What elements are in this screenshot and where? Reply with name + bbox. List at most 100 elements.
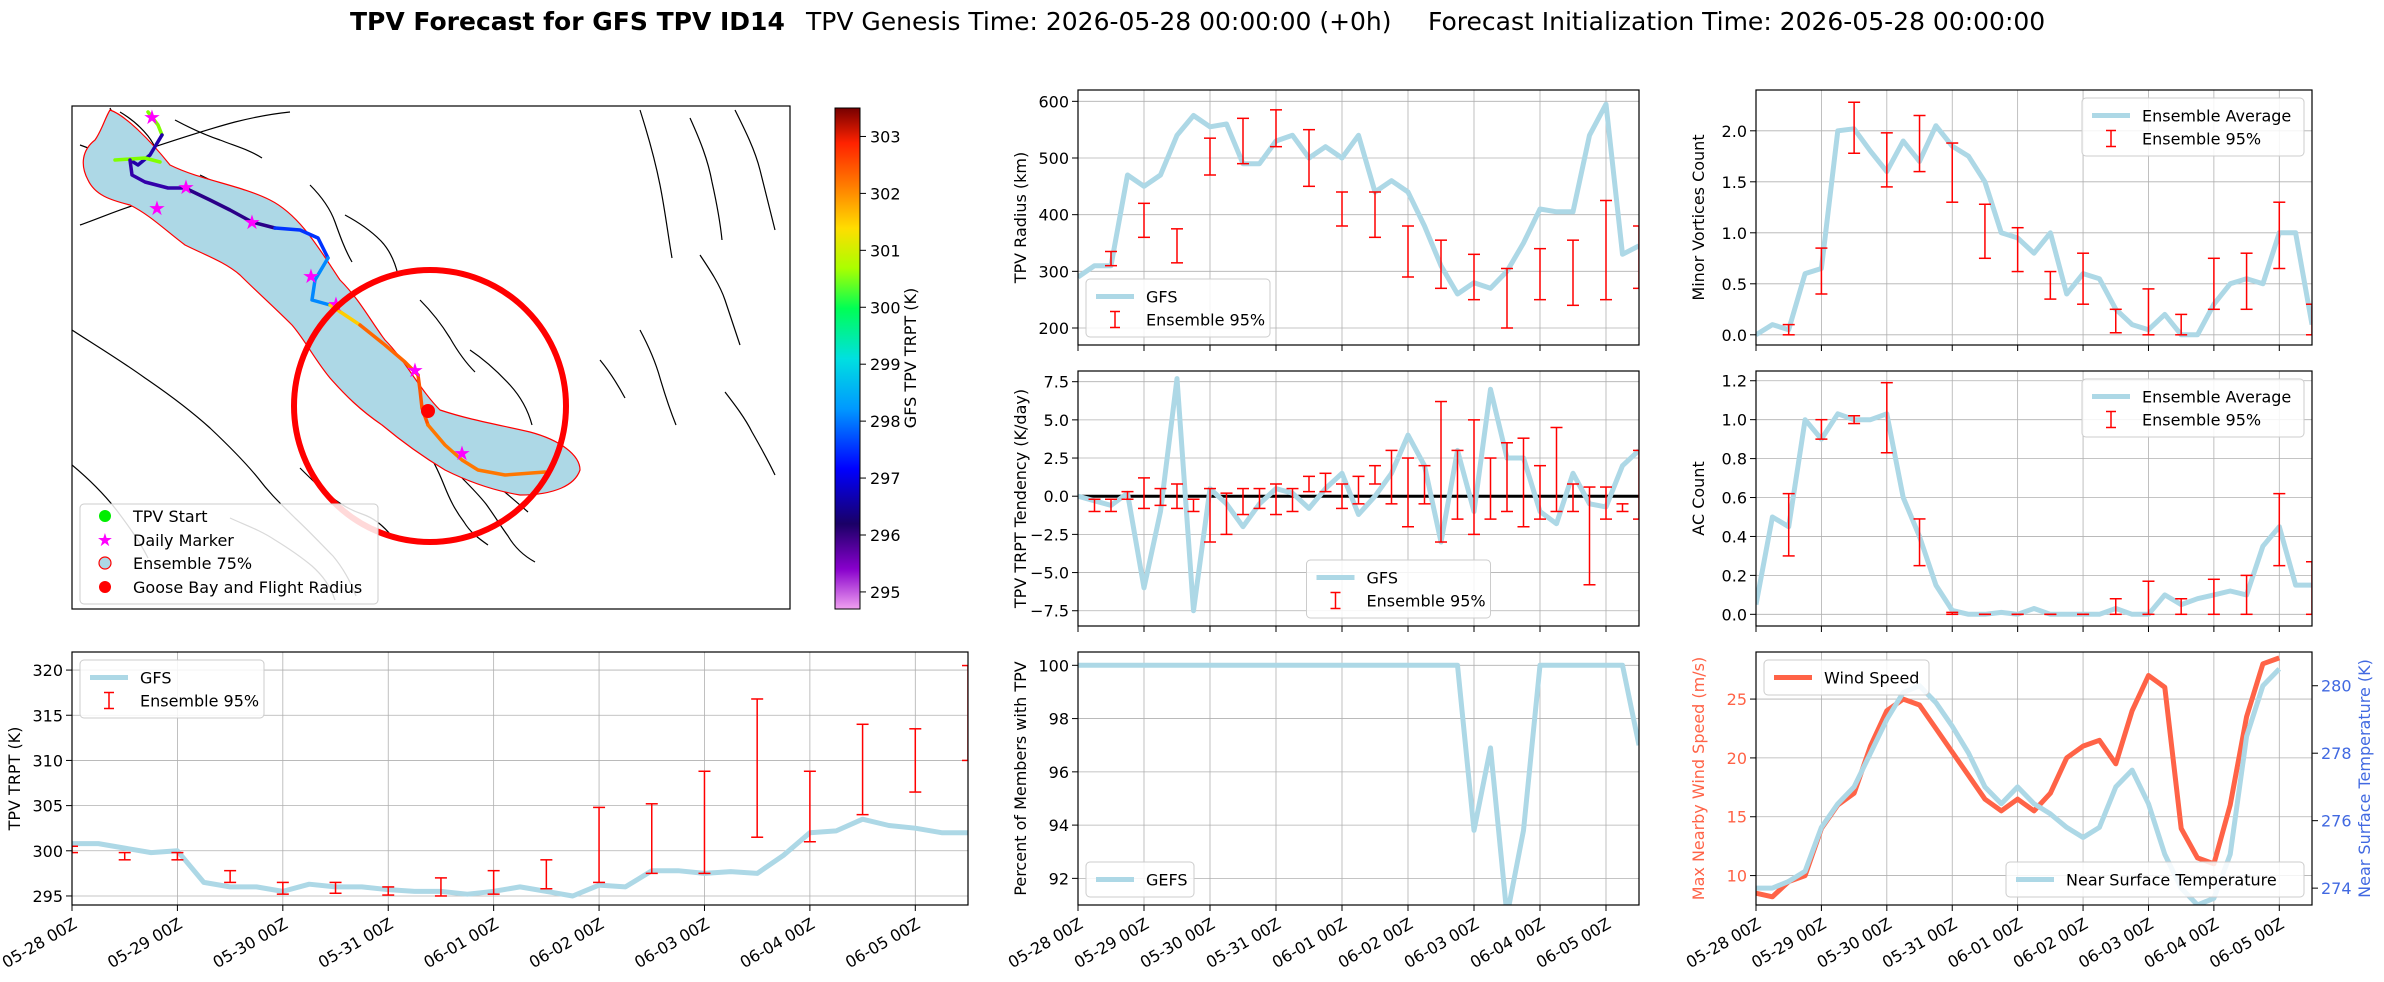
y-right-tick-label: 276 bbox=[2321, 812, 2352, 831]
x-tick-label: 05-31 00Z bbox=[315, 914, 396, 972]
y-axis-label: TPV Radius (km) bbox=[1011, 152, 1030, 285]
y-tick-label: 300 bbox=[1038, 262, 1069, 281]
y-tick-label: 200 bbox=[1038, 319, 1069, 338]
ensemble-errorbar bbox=[2142, 580, 2155, 616]
plot-area-ac bbox=[1756, 381, 2312, 617]
ensemble-75-area bbox=[82, 109, 581, 496]
legend-entry: Ensemble 95% bbox=[2142, 411, 2261, 430]
ensemble-errorbar bbox=[118, 851, 131, 861]
y-right-axis-label: Near Surface Temperature (K) bbox=[2355, 659, 2374, 898]
y-tick-label: 5.0 bbox=[1044, 411, 1069, 430]
ensemble-errorbar bbox=[1782, 492, 1795, 557]
ensemble-errorbar bbox=[1567, 239, 1579, 307]
ensemble-errorbar bbox=[1567, 483, 1579, 513]
ensemble-errorbar bbox=[2044, 270, 2057, 300]
legend-box bbox=[2081, 378, 2305, 438]
legend-ensemble-75: Ensemble 75% bbox=[133, 554, 252, 573]
ensemble-errorbar bbox=[1402, 457, 1414, 528]
x-tick-label: 05-29 00Z bbox=[104, 914, 185, 972]
tpv-track bbox=[113, 110, 547, 477]
ensemble-errorbar bbox=[1517, 437, 1530, 528]
ensemble-errorbar bbox=[1270, 109, 1282, 148]
ensemble-errorbar bbox=[1204, 137, 1216, 176]
ensemble-errorbar bbox=[1237, 487, 1249, 516]
series-line-gfs bbox=[72, 816, 968, 899]
series-line-ensemble-average bbox=[1756, 411, 2312, 617]
y-right-tick-label: 274 bbox=[2321, 879, 2352, 898]
legend-entry: GFS bbox=[140, 669, 171, 688]
ensemble-errorbar bbox=[1880, 132, 1893, 188]
axes-frame bbox=[1077, 370, 1640, 627]
ensemble-errorbar bbox=[1336, 191, 1348, 227]
legend-entry: GFS bbox=[1146, 288, 1177, 307]
y-tick-label: 600 bbox=[1038, 92, 1069, 111]
y-axis-label: TPV TRPT (K) bbox=[5, 727, 24, 832]
ensemble-errorbar bbox=[1088, 498, 1101, 513]
ensemble-errorbar bbox=[1121, 490, 1134, 501]
y-tick-label: 15 bbox=[1727, 808, 1747, 827]
daily-marker: ★ bbox=[143, 105, 161, 129]
legend-entry: Ensemble 95% bbox=[1367, 592, 1486, 611]
ensemble-errorbar bbox=[1435, 400, 1447, 543]
ensemble-errorbar bbox=[1402, 225, 1414, 278]
ensemble-errorbar bbox=[1270, 483, 1282, 516]
ensemble-errorbar bbox=[2306, 303, 2312, 336]
y-tick-label: 0.0 bbox=[1044, 487, 1069, 506]
ensemble-errorbar bbox=[1253, 487, 1266, 510]
colorbar-tick-label: 302 bbox=[870, 184, 901, 203]
x-tick-label: 06-03 00Z bbox=[631, 914, 712, 972]
ensemble-errorbar bbox=[1451, 449, 1464, 520]
axes-frame bbox=[1755, 89, 2313, 346]
legend-daily-marker-star: ★ bbox=[97, 530, 113, 551]
ensemble-errorbar bbox=[2240, 574, 2253, 616]
y-tick-label: −2.5 bbox=[1030, 525, 1069, 544]
legend-box bbox=[1763, 659, 1930, 696]
y-axis-label: Minor Vortices Count bbox=[1689, 134, 1708, 300]
ensemble-errorbar bbox=[1583, 486, 1596, 586]
ensemble-errorbar bbox=[1303, 128, 1315, 188]
ensemble-errorbar bbox=[1848, 101, 1861, 154]
y-tick-label: −7.5 bbox=[1030, 602, 1069, 621]
ensemble-errorbar bbox=[1418, 464, 1431, 505]
legend-box bbox=[1085, 278, 1271, 338]
ensemble-errorbar bbox=[1138, 202, 1150, 239]
ensemble-errorbar bbox=[909, 728, 922, 793]
ensemble-errorbar bbox=[803, 770, 816, 843]
ensemble-errorbar bbox=[1369, 464, 1381, 485]
legend-box bbox=[1085, 861, 1195, 898]
series-line-near-surface-temperature bbox=[1756, 667, 2282, 905]
panel-radius: 200 300 400 500 600 TPV Radius (km) GFS Ensembl… bbox=[1011, 89, 1640, 351]
ensemble-errorbar bbox=[1154, 487, 1167, 507]
colorbar-tick-label: 303 bbox=[870, 127, 901, 146]
y-right-tick-label: 278 bbox=[2321, 744, 2352, 763]
legend-box bbox=[79, 659, 265, 719]
ensemble-errorbar bbox=[1633, 449, 1639, 520]
y-tick-label: 0.5 bbox=[1722, 275, 1747, 294]
y-axis-label: AC Count bbox=[1689, 461, 1708, 535]
ensemble-errorbar bbox=[2175, 597, 2188, 616]
legend-box bbox=[2005, 861, 2305, 898]
ensemble-errorbar bbox=[1369, 191, 1381, 239]
panel-ac: 0.0 0.2 0.4 0.6 0.8 1.0 1.2 AC Count Ensemble Av… bbox=[1689, 370, 2313, 632]
x-tick-label: 06-05 00Z bbox=[1533, 914, 1614, 972]
ensemble-errorbar bbox=[1633, 225, 1639, 290]
plot-area-trpt bbox=[72, 664, 968, 899]
ensemble-errorbar bbox=[1204, 487, 1216, 543]
axes-frame bbox=[1077, 651, 1640, 906]
ensemble-errorbar bbox=[1550, 426, 1563, 513]
ensemble-errorbar bbox=[1946, 142, 1959, 203]
axes-frame bbox=[1077, 89, 1640, 346]
y-tick-label: 500 bbox=[1038, 149, 1069, 168]
colorbar-tick-label: 300 bbox=[870, 298, 901, 317]
x-tick-label: 06-01 00Z bbox=[420, 914, 501, 972]
legend-ensemble-marker bbox=[98, 556, 112, 570]
y-tick-label: 92 bbox=[1049, 869, 1069, 888]
x-tick-label: 05-30 00Z bbox=[1137, 914, 1218, 972]
x-tick-label: 06-01 00Z bbox=[1269, 914, 1350, 972]
ensemble-errorbar bbox=[1782, 323, 1795, 336]
ensemble-errorbar bbox=[1600, 486, 1612, 520]
ensemble-errorbar bbox=[2011, 226, 2024, 273]
daily-marker: ★ bbox=[406, 358, 424, 382]
y-tick-label: 25 bbox=[1727, 690, 1747, 709]
